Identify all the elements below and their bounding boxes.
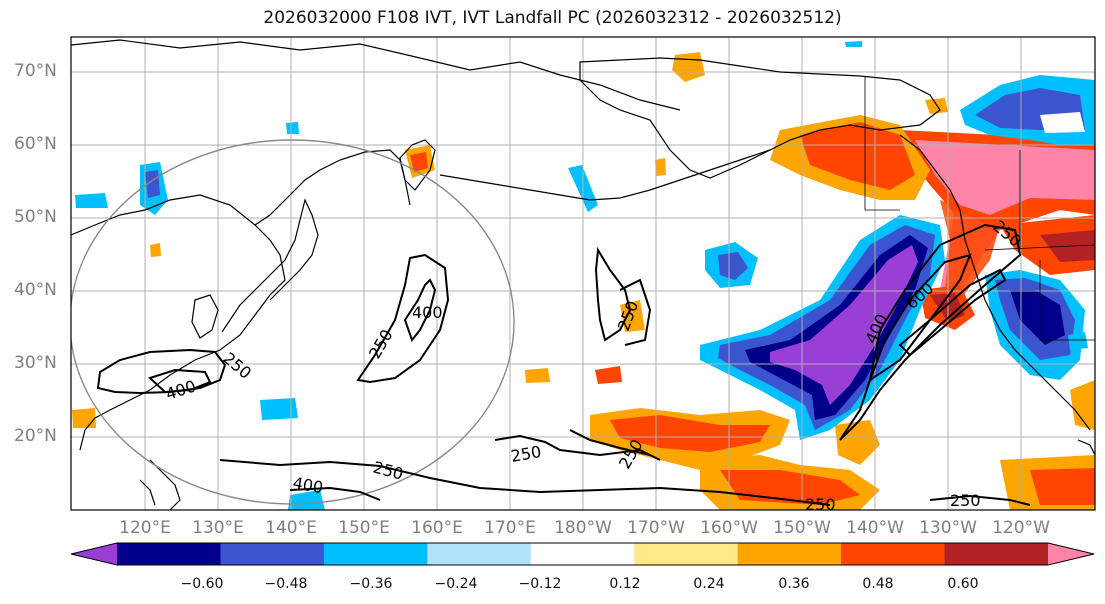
colorbar-tick-label: −0.12	[518, 576, 562, 592]
lon-label: 160°W	[700, 518, 758, 538]
contour-label: 250	[371, 458, 405, 484]
colorbar-tick-label: 0.12	[609, 576, 641, 592]
lat-label: 50°N	[14, 207, 57, 227]
contour-label: 250	[365, 326, 397, 362]
lon-label: 120°W	[992, 518, 1050, 538]
lon-label: 140°E	[265, 518, 317, 538]
map-frame	[70, 36, 1096, 511]
lat-label: 30°N	[14, 353, 57, 373]
lat-label: 20°N	[14, 426, 57, 446]
contour-label: 250	[950, 491, 981, 510]
lat-label: 60°N	[14, 134, 57, 154]
contour-label: 250	[805, 495, 836, 514]
lat-label: 70°N	[14, 61, 57, 81]
lon-label: 170°W	[627, 518, 685, 538]
lon-label: 180°W	[554, 518, 612, 538]
lat-label: 40°N	[14, 280, 57, 300]
lon-label: 130°W	[919, 518, 977, 538]
contour-label: 400	[412, 303, 443, 322]
colorbar-tick-label: −0.24	[434, 576, 478, 592]
colorbar-tick-label: −0.36	[349, 576, 393, 592]
colorbar-tick-label: −0.60	[180, 576, 224, 592]
contour-labels: 400 250 400 250 250 250 250 400 250 600 …	[163, 217, 1025, 514]
lon-label: 120°E	[119, 518, 171, 538]
contour-label: 400	[291, 473, 324, 497]
colorbar-tick-label: 0.60	[947, 576, 979, 592]
lon-label: 150°W	[773, 518, 831, 538]
colorbar-tick-label: 0.36	[778, 576, 810, 592]
colorbar-tick-label: 0.24	[693, 576, 725, 592]
colorbar-tick-label: 0.48	[862, 576, 894, 592]
lon-label: 130°E	[192, 518, 244, 538]
contour-label: 250	[509, 442, 542, 466]
lon-label: 170°E	[484, 518, 536, 538]
colorbar-tick-label: −0.48	[264, 576, 308, 592]
lon-label: 150°E	[338, 518, 390, 538]
coastlines	[71, 39, 1095, 510]
lon-label: 160°E	[411, 518, 463, 538]
range-circle	[71, 139, 515, 505]
contour-label: 250	[219, 349, 255, 383]
map-title: 2026032000 F108 IVT, IVT Landfall PC (20…	[263, 8, 842, 28]
lon-label: 140°W	[846, 518, 904, 538]
contour-label: 400	[163, 376, 198, 404]
ivt-contours	[96, 223, 1031, 506]
gridlines	[71, 37, 1095, 510]
